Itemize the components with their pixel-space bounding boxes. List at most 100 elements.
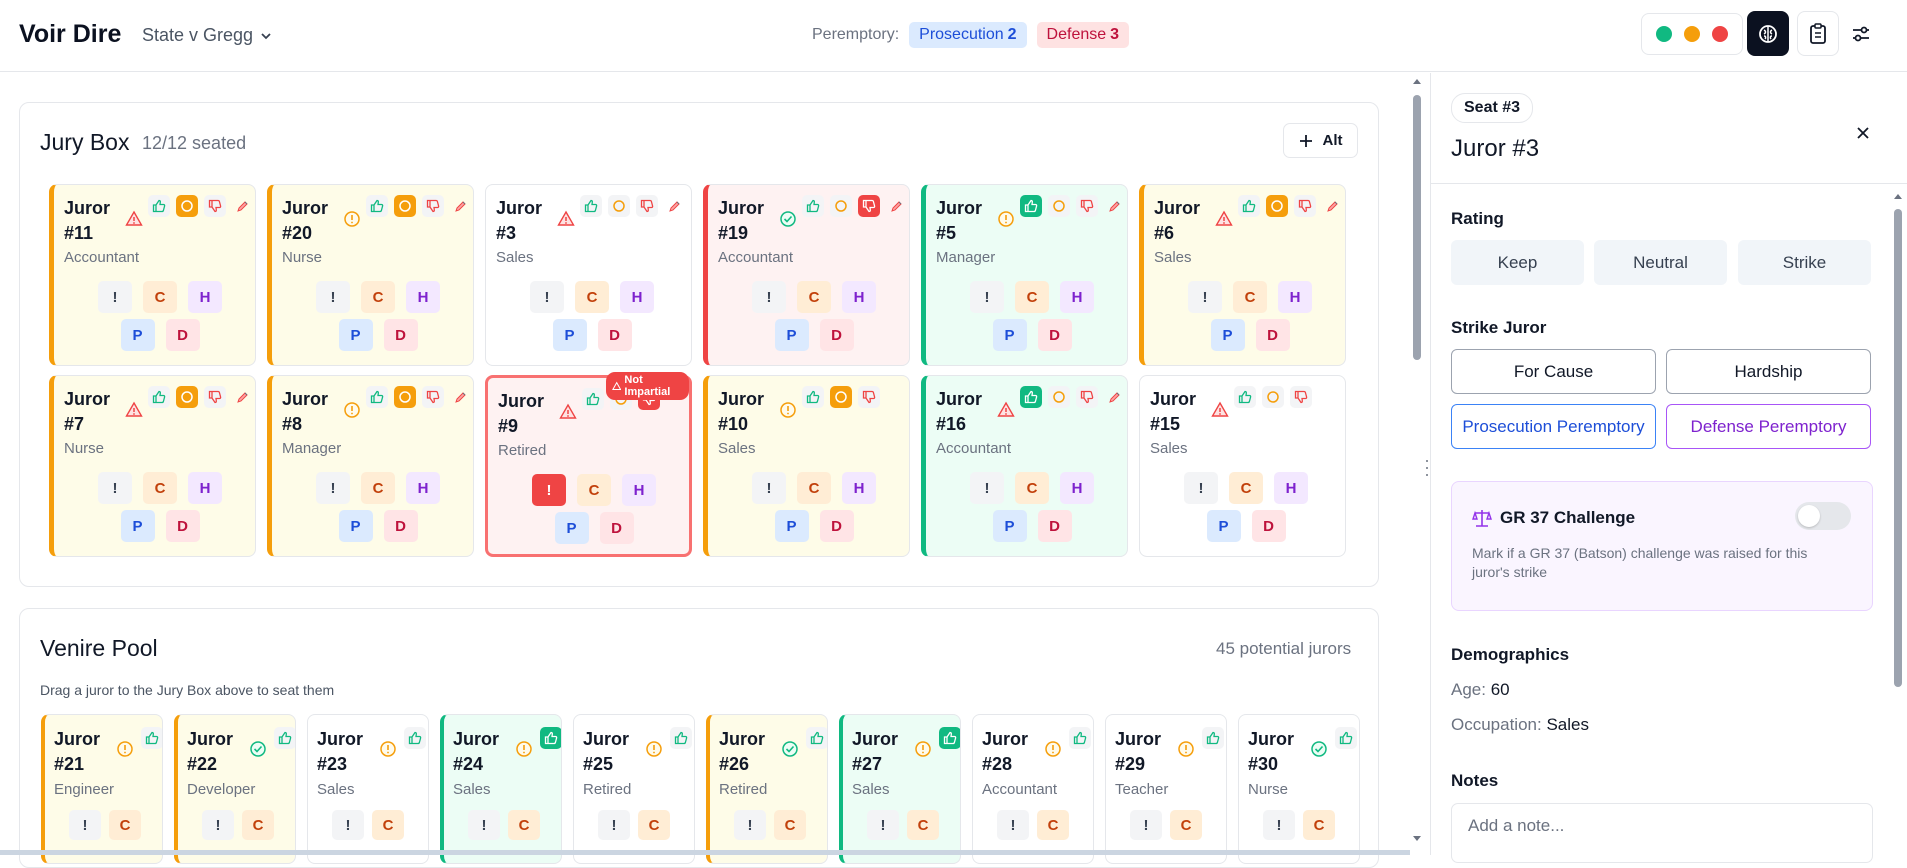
edit-note-icon[interactable] [450, 195, 472, 217]
cause-flag-button[interactable]: C [508, 810, 540, 840]
impartial-flag-button[interactable]: ! [532, 474, 566, 506]
impartial-flag-button[interactable]: ! [202, 810, 234, 840]
panel-scrollbar[interactable] [1892, 191, 1904, 855]
impartial-flag-button[interactable]: ! [332, 810, 364, 840]
thumbs-up-icon[interactable] [366, 386, 388, 408]
venire-juror-card[interactable]: Juror #25 Retired! C [573, 714, 695, 864]
cause-flag-button[interactable]: C [1037, 810, 1069, 840]
cause-flag-button[interactable]: C [1229, 472, 1263, 504]
neutral-circle-icon[interactable] [830, 195, 852, 217]
cause-flag-button[interactable]: C [774, 810, 806, 840]
case-selector[interactable]: State v Gregg [142, 25, 273, 46]
hardship-flag-button[interactable]: H [1060, 472, 1094, 504]
defense-flag-button[interactable]: D [1251, 510, 1286, 542]
hardship-flag-button[interactable]: H [188, 472, 222, 504]
impartial-flag-button[interactable]: ! [997, 810, 1029, 840]
thumbs-up-icon[interactable] [670, 727, 692, 749]
neutral-circle-icon[interactable] [394, 386, 416, 408]
impartial-flag-button[interactable]: ! [970, 281, 1004, 313]
neutral-circle-icon[interactable] [1262, 386, 1284, 408]
add-alternate-button[interactable]: Alt [1283, 123, 1358, 158]
edit-note-icon[interactable] [1104, 195, 1126, 217]
defense-flag-button[interactable]: D [599, 512, 634, 544]
thumbs-down-icon[interactable] [1290, 386, 1312, 408]
resize-handle[interactable] [1422, 458, 1432, 478]
venire-juror-card[interactable]: Juror #23 Sales! C [307, 714, 429, 864]
defense-flag-button[interactable]: D [597, 319, 632, 351]
impartial-flag-button[interactable]: ! [598, 810, 630, 840]
thumbs-up-icon[interactable] [1335, 727, 1357, 749]
thumbs-up-icon[interactable] [1069, 727, 1091, 749]
thumbs-down-icon[interactable] [1076, 195, 1098, 217]
prosecution-flag-button[interactable]: P [554, 512, 589, 544]
hardship-flag-button[interactable]: H [842, 472, 876, 504]
impartial-flag-button[interactable]: ! [98, 472, 132, 504]
thumbs-down-icon[interactable] [422, 195, 444, 217]
neutral-circle-icon[interactable] [176, 386, 198, 408]
hardship-flag-button[interactable]: H [406, 472, 440, 504]
prosecution-flag-button[interactable]: P [120, 319, 155, 351]
impartial-flag-button[interactable]: ! [970, 472, 1004, 504]
neutral-circle-icon[interactable] [1048, 195, 1070, 217]
cause-flag-button[interactable]: C [1015, 281, 1049, 313]
strike-button[interactable]: Strike [1738, 240, 1871, 285]
juror-card[interactable]: Juror #16 Accountant! C H P D [921, 375, 1128, 557]
keep-filter-dot[interactable] [1656, 26, 1672, 42]
hardship-flag-button[interactable]: H [1278, 281, 1312, 313]
hardship-flag-button[interactable]: H [1274, 472, 1308, 504]
prosecution-flag-button[interactable]: P [774, 319, 809, 351]
thumbs-down-icon[interactable] [858, 195, 880, 217]
hardship-flag-button[interactable]: H [622, 474, 656, 506]
thumbs-up-icon[interactable] [148, 386, 170, 408]
cause-flag-button[interactable]: C [577, 474, 611, 506]
impartial-flag-button[interactable]: ! [867, 810, 899, 840]
juror-card[interactable]: Juror #5 Manager! C H P D [921, 184, 1128, 366]
thumbs-up-icon[interactable] [1202, 727, 1224, 749]
horizontal-scrollbar[interactable] [0, 850, 1410, 855]
juror-card[interactable]: Juror #3 Sales! C H P D [485, 184, 692, 366]
prosecution-flag-button[interactable]: P [992, 319, 1027, 351]
prosecution-flag-button[interactable]: P [552, 319, 587, 351]
edit-note-icon[interactable] [886, 195, 908, 217]
thumbs-down-icon[interactable] [858, 386, 880, 408]
hardship-flag-button[interactable]: H [842, 281, 876, 313]
impartial-flag-button[interactable]: ! [468, 810, 500, 840]
cause-flag-button[interactable]: C [1233, 281, 1267, 313]
clipboard-button[interactable] [1797, 11, 1839, 56]
venire-juror-card[interactable]: Juror #26 Retired! C [706, 714, 828, 864]
edit-note-icon[interactable] [232, 195, 254, 217]
edit-note-icon[interactable] [1322, 195, 1344, 217]
cause-flag-button[interactable]: C [143, 281, 177, 313]
neutral-circle-icon[interactable] [176, 195, 198, 217]
defense-flag-button[interactable]: D [383, 510, 418, 542]
cause-flag-button[interactable]: C [143, 472, 177, 504]
strike-filter-dot[interactable] [1712, 26, 1728, 42]
venire-juror-card[interactable]: Juror #22 Developer! C [174, 714, 296, 864]
impartial-flag-button[interactable]: ! [752, 281, 786, 313]
thumbs-down-icon[interactable] [204, 195, 226, 217]
close-panel-button[interactable] [1851, 121, 1875, 145]
defense-flag-button[interactable]: D [165, 319, 200, 351]
thumbs-down-icon[interactable] [1294, 195, 1316, 217]
defense-peremptory-button[interactable]: Defense Peremptory [1666, 404, 1871, 449]
thumbs-down-icon[interactable] [422, 386, 444, 408]
cause-flag-button[interactable]: C [797, 472, 831, 504]
hardship-button[interactable]: Hardship [1666, 349, 1871, 394]
defense-flag-button[interactable]: D [819, 510, 854, 542]
settings-button[interactable] [1840, 11, 1882, 56]
neutral-button[interactable]: Neutral [1594, 240, 1727, 285]
edit-note-icon[interactable] [232, 386, 254, 408]
notes-input[interactable]: Add a note... [1451, 803, 1873, 863]
thumbs-up-icon[interactable] [1020, 195, 1042, 217]
thumbs-up-icon[interactable] [366, 195, 388, 217]
thumbs-down-icon[interactable] [1076, 386, 1098, 408]
prosecution-flag-button[interactable]: P [338, 510, 373, 542]
juror-card[interactable]: Juror #15 Sales! C H P D [1139, 375, 1346, 557]
hardship-flag-button[interactable]: H [406, 281, 440, 313]
impartial-flag-button[interactable]: ! [316, 281, 350, 313]
venire-juror-card[interactable]: Juror #21 Engineer! C [41, 714, 163, 864]
gr37-toggle[interactable] [1795, 502, 1851, 530]
impartial-flag-button[interactable]: ! [98, 281, 132, 313]
impartial-flag-button[interactable]: ! [1188, 281, 1222, 313]
for-cause-button[interactable]: For Cause [1451, 349, 1656, 394]
